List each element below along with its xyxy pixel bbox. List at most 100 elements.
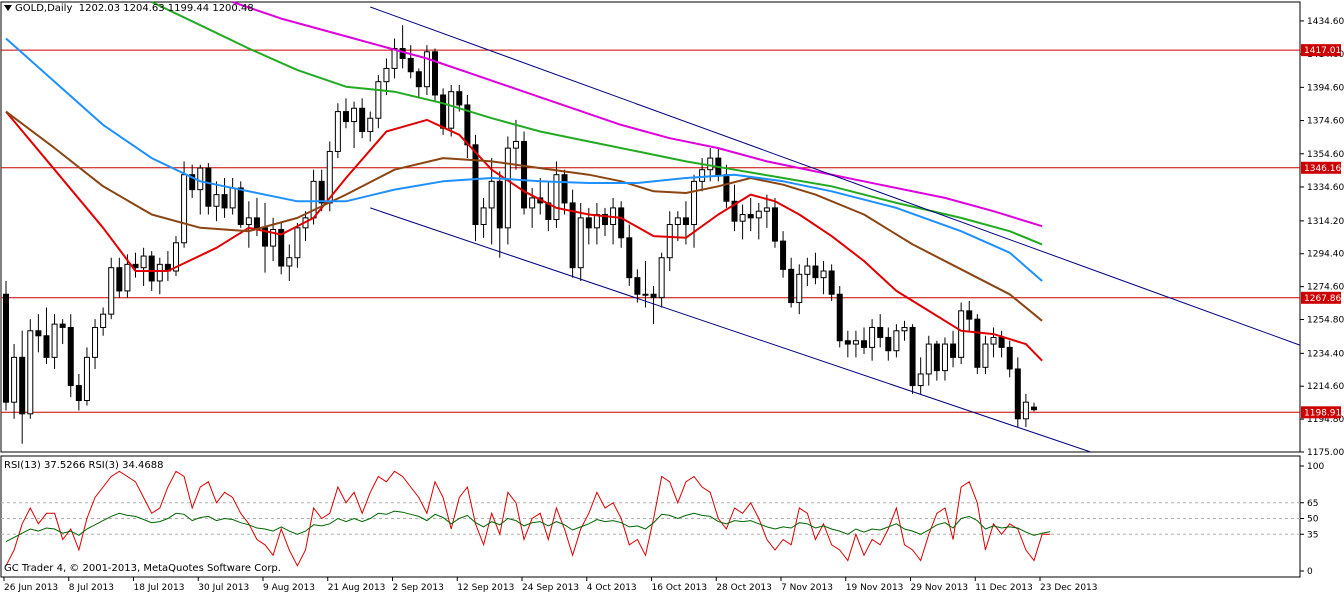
candle-body[interactable]	[650, 293, 657, 299]
candle-body[interactable]	[618, 207, 625, 239]
candle-body[interactable]	[901, 326, 908, 332]
candle-body[interactable]	[140, 255, 147, 269]
candle-body[interactable]	[982, 343, 989, 368]
candle-body[interactable]	[83, 356, 90, 402]
candle-body[interactable]	[35, 330, 42, 337]
candle-body[interactable]	[342, 111, 349, 123]
candle-body[interactable]	[415, 71, 422, 88]
candle-body[interactable]	[739, 214, 746, 222]
candle-body[interactable]	[998, 336, 1005, 348]
candle-body[interactable]	[407, 57, 414, 73]
price-panel[interactable]	[0, 1, 1333, 453]
candle-body[interactable]	[747, 214, 754, 219]
candle-body[interactable]	[229, 187, 236, 209]
candle-body[interactable]	[472, 144, 479, 226]
trend-channel-line[interactable]	[370, 207, 1091, 452]
candle-body[interactable]	[925, 343, 932, 375]
candle-body[interactable]	[933, 343, 940, 372]
candle-body[interactable]	[577, 217, 584, 269]
candle-body[interactable]	[124, 263, 131, 292]
candle-body[interactable]	[148, 255, 155, 282]
candle-body[interactable]	[909, 326, 916, 387]
candle-body[interactable]	[334, 111, 341, 152]
candle-body[interactable]	[92, 326, 99, 358]
candle-body[interactable]	[893, 330, 900, 352]
candle-body[interactable]	[253, 217, 260, 229]
candle-body[interactable]	[448, 91, 455, 129]
candle-body[interactable]	[11, 356, 18, 403]
candle-body[interactable]	[658, 257, 665, 299]
candle-body[interactable]	[294, 227, 301, 259]
candle-body[interactable]	[488, 180, 495, 209]
candle-body[interactable]	[27, 330, 34, 415]
candle-body[interactable]	[423, 51, 430, 88]
rsi-line[interactable]	[5, 510, 1051, 543]
candle-body[interactable]	[804, 265, 811, 275]
candle-body[interactable]	[19, 356, 26, 415]
candle-body[interactable]	[367, 117, 374, 133]
moving-average-line[interactable]	[232, 1, 1043, 228]
candle-body[interactable]	[59, 323, 66, 328]
candle-body[interactable]	[796, 273, 803, 304]
candle-body[interactable]	[990, 336, 997, 345]
candle-body[interactable]	[156, 263, 163, 282]
candle-body[interactable]	[569, 202, 576, 269]
candle-body[interactable]	[941, 343, 948, 372]
candle-body[interactable]	[205, 167, 212, 207]
candle-body[interactable]	[707, 157, 714, 171]
candle-body[interactable]	[626, 237, 633, 279]
candle-body[interactable]	[116, 267, 123, 292]
moving-average-line[interactable]	[5, 37, 1043, 282]
candle-body[interactable]	[456, 91, 463, 106]
candle-body[interactable]	[682, 217, 689, 226]
candle-body[interactable]	[780, 240, 787, 270]
candle-body[interactable]	[917, 373, 924, 387]
candle-body[interactable]	[181, 174, 188, 244]
candle-body[interactable]	[966, 310, 973, 320]
candle-body[interactable]	[1014, 368, 1021, 420]
candle-body[interactable]	[828, 270, 835, 295]
candle-body[interactable]	[351, 107, 358, 123]
candle-body[interactable]	[885, 336, 892, 352]
candle-body[interactable]	[270, 228, 277, 247]
candle-body[interactable]	[496, 180, 503, 229]
candle-body[interactable]	[375, 81, 382, 119]
candle-body[interactable]	[221, 194, 228, 209]
candle-body[interactable]	[585, 217, 592, 229]
candle-body[interactable]	[1031, 406, 1037, 411]
candle-body[interactable]	[383, 67, 390, 83]
candle-body[interactable]	[974, 318, 981, 368]
candle-body[interactable]	[861, 340, 868, 348]
trend-channel-line[interactable]	[370, 6, 1333, 357]
candle-body[interactable]	[43, 335, 50, 358]
candle-body[interactable]	[310, 180, 317, 219]
candle-body[interactable]	[318, 180, 325, 204]
candle-body[interactable]	[51, 323, 58, 358]
candle-body[interactable]	[958, 310, 965, 358]
rsi-line[interactable]	[5, 470, 1051, 567]
candle-body[interactable]	[237, 187, 244, 226]
candle-body[interactable]	[529, 197, 536, 209]
candle-body[interactable]	[788, 268, 795, 304]
candle-body[interactable]	[642, 293, 649, 296]
candle-body[interactable]	[391, 47, 398, 69]
candle-body[interactable]	[755, 210, 762, 219]
candle-body[interactable]	[601, 214, 608, 226]
candle-body[interactable]	[674, 217, 681, 226]
candle-body[interactable]	[723, 174, 730, 202]
candle-body[interactable]	[512, 140, 519, 149]
candle-body[interactable]	[812, 265, 819, 279]
candle-body[interactable]	[836, 293, 843, 342]
candle-body[interactable]	[691, 180, 698, 226]
candle-body[interactable]	[1006, 346, 1013, 370]
candle-body[interactable]	[100, 313, 107, 328]
candle-body[interactable]	[1022, 401, 1029, 420]
candle-body[interactable]	[286, 257, 293, 267]
candle-body[interactable]	[950, 343, 957, 358]
candle-body[interactable]	[213, 194, 220, 207]
candle-body[interactable]	[75, 385, 82, 402]
candle-body[interactable]	[432, 51, 439, 96]
candle-body[interactable]	[189, 174, 196, 191]
moving-average-line[interactable]	[151, 1, 1043, 246]
candle-body[interactable]	[504, 147, 511, 229]
